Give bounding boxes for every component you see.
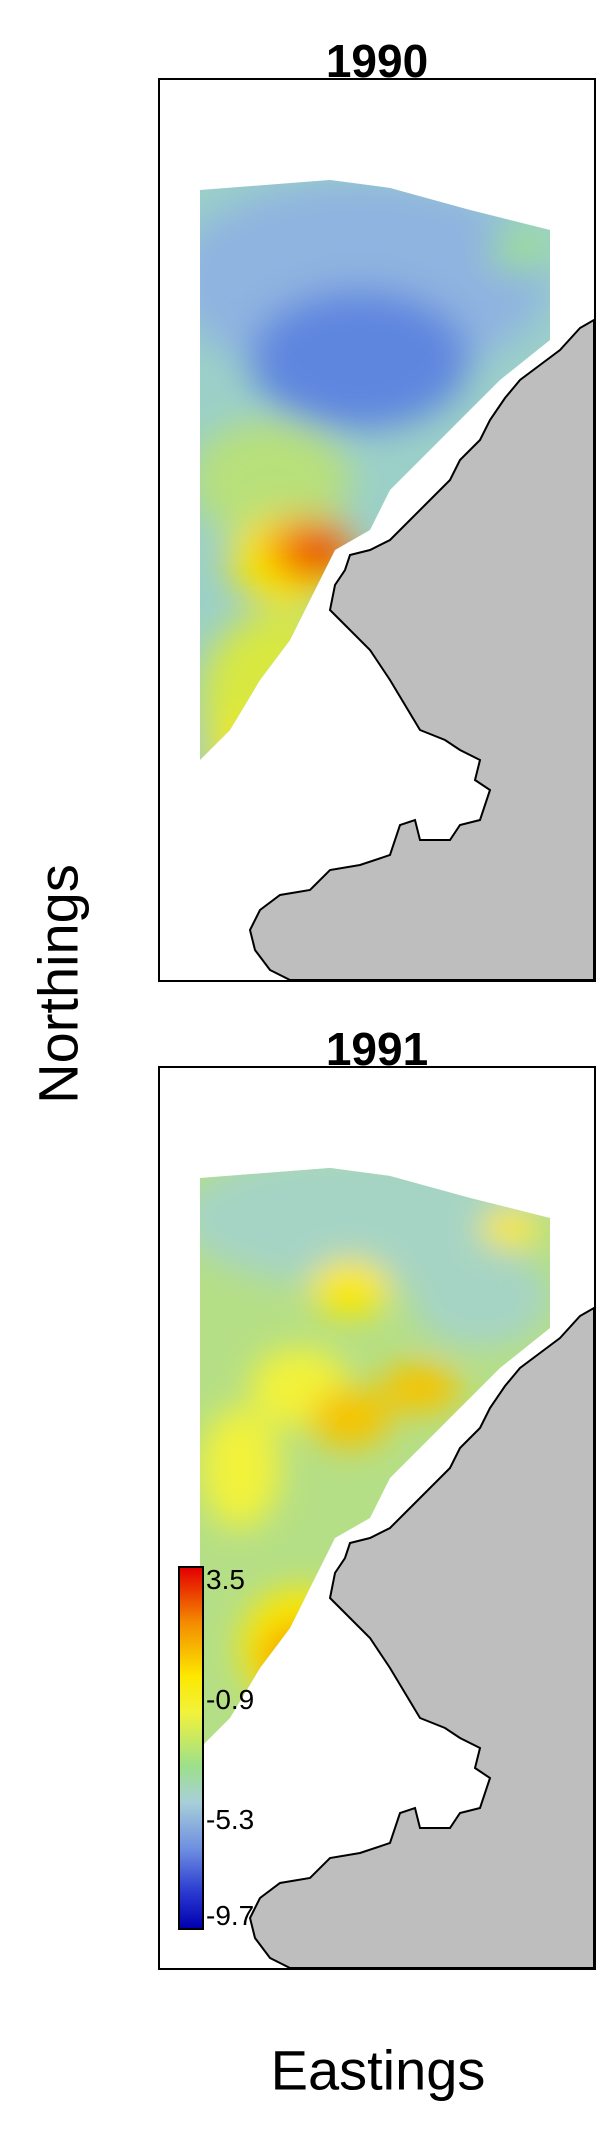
x-axis-label: Eastings [270, 2038, 486, 2102]
land-1990 [248, 318, 594, 980]
panel-title-1991: 1991 [325, 1023, 429, 1075]
legend-tick-min: -9.7 [206, 1900, 255, 1931]
land-1991 [248, 1306, 594, 1968]
legend-tick-lower: -5.3 [206, 1804, 255, 1835]
panel-title-1990: 1990 [325, 35, 429, 87]
map-1991-svg [200, 1168, 594, 1968]
color-legend: 3.5 -0.9 -5.3 -9.7 [178, 1566, 254, 1930]
map-panel-1990 [158, 78, 596, 982]
legend-tick-upper: -0.9 [206, 1684, 255, 1715]
legend-colorbar [178, 1566, 204, 1930]
map-1990-svg [200, 180, 594, 980]
map-panel-1991 [158, 1066, 596, 1970]
legend-tick-max: 3.5 [206, 1564, 245, 1595]
y-axis-label: Northings [26, 864, 90, 1104]
